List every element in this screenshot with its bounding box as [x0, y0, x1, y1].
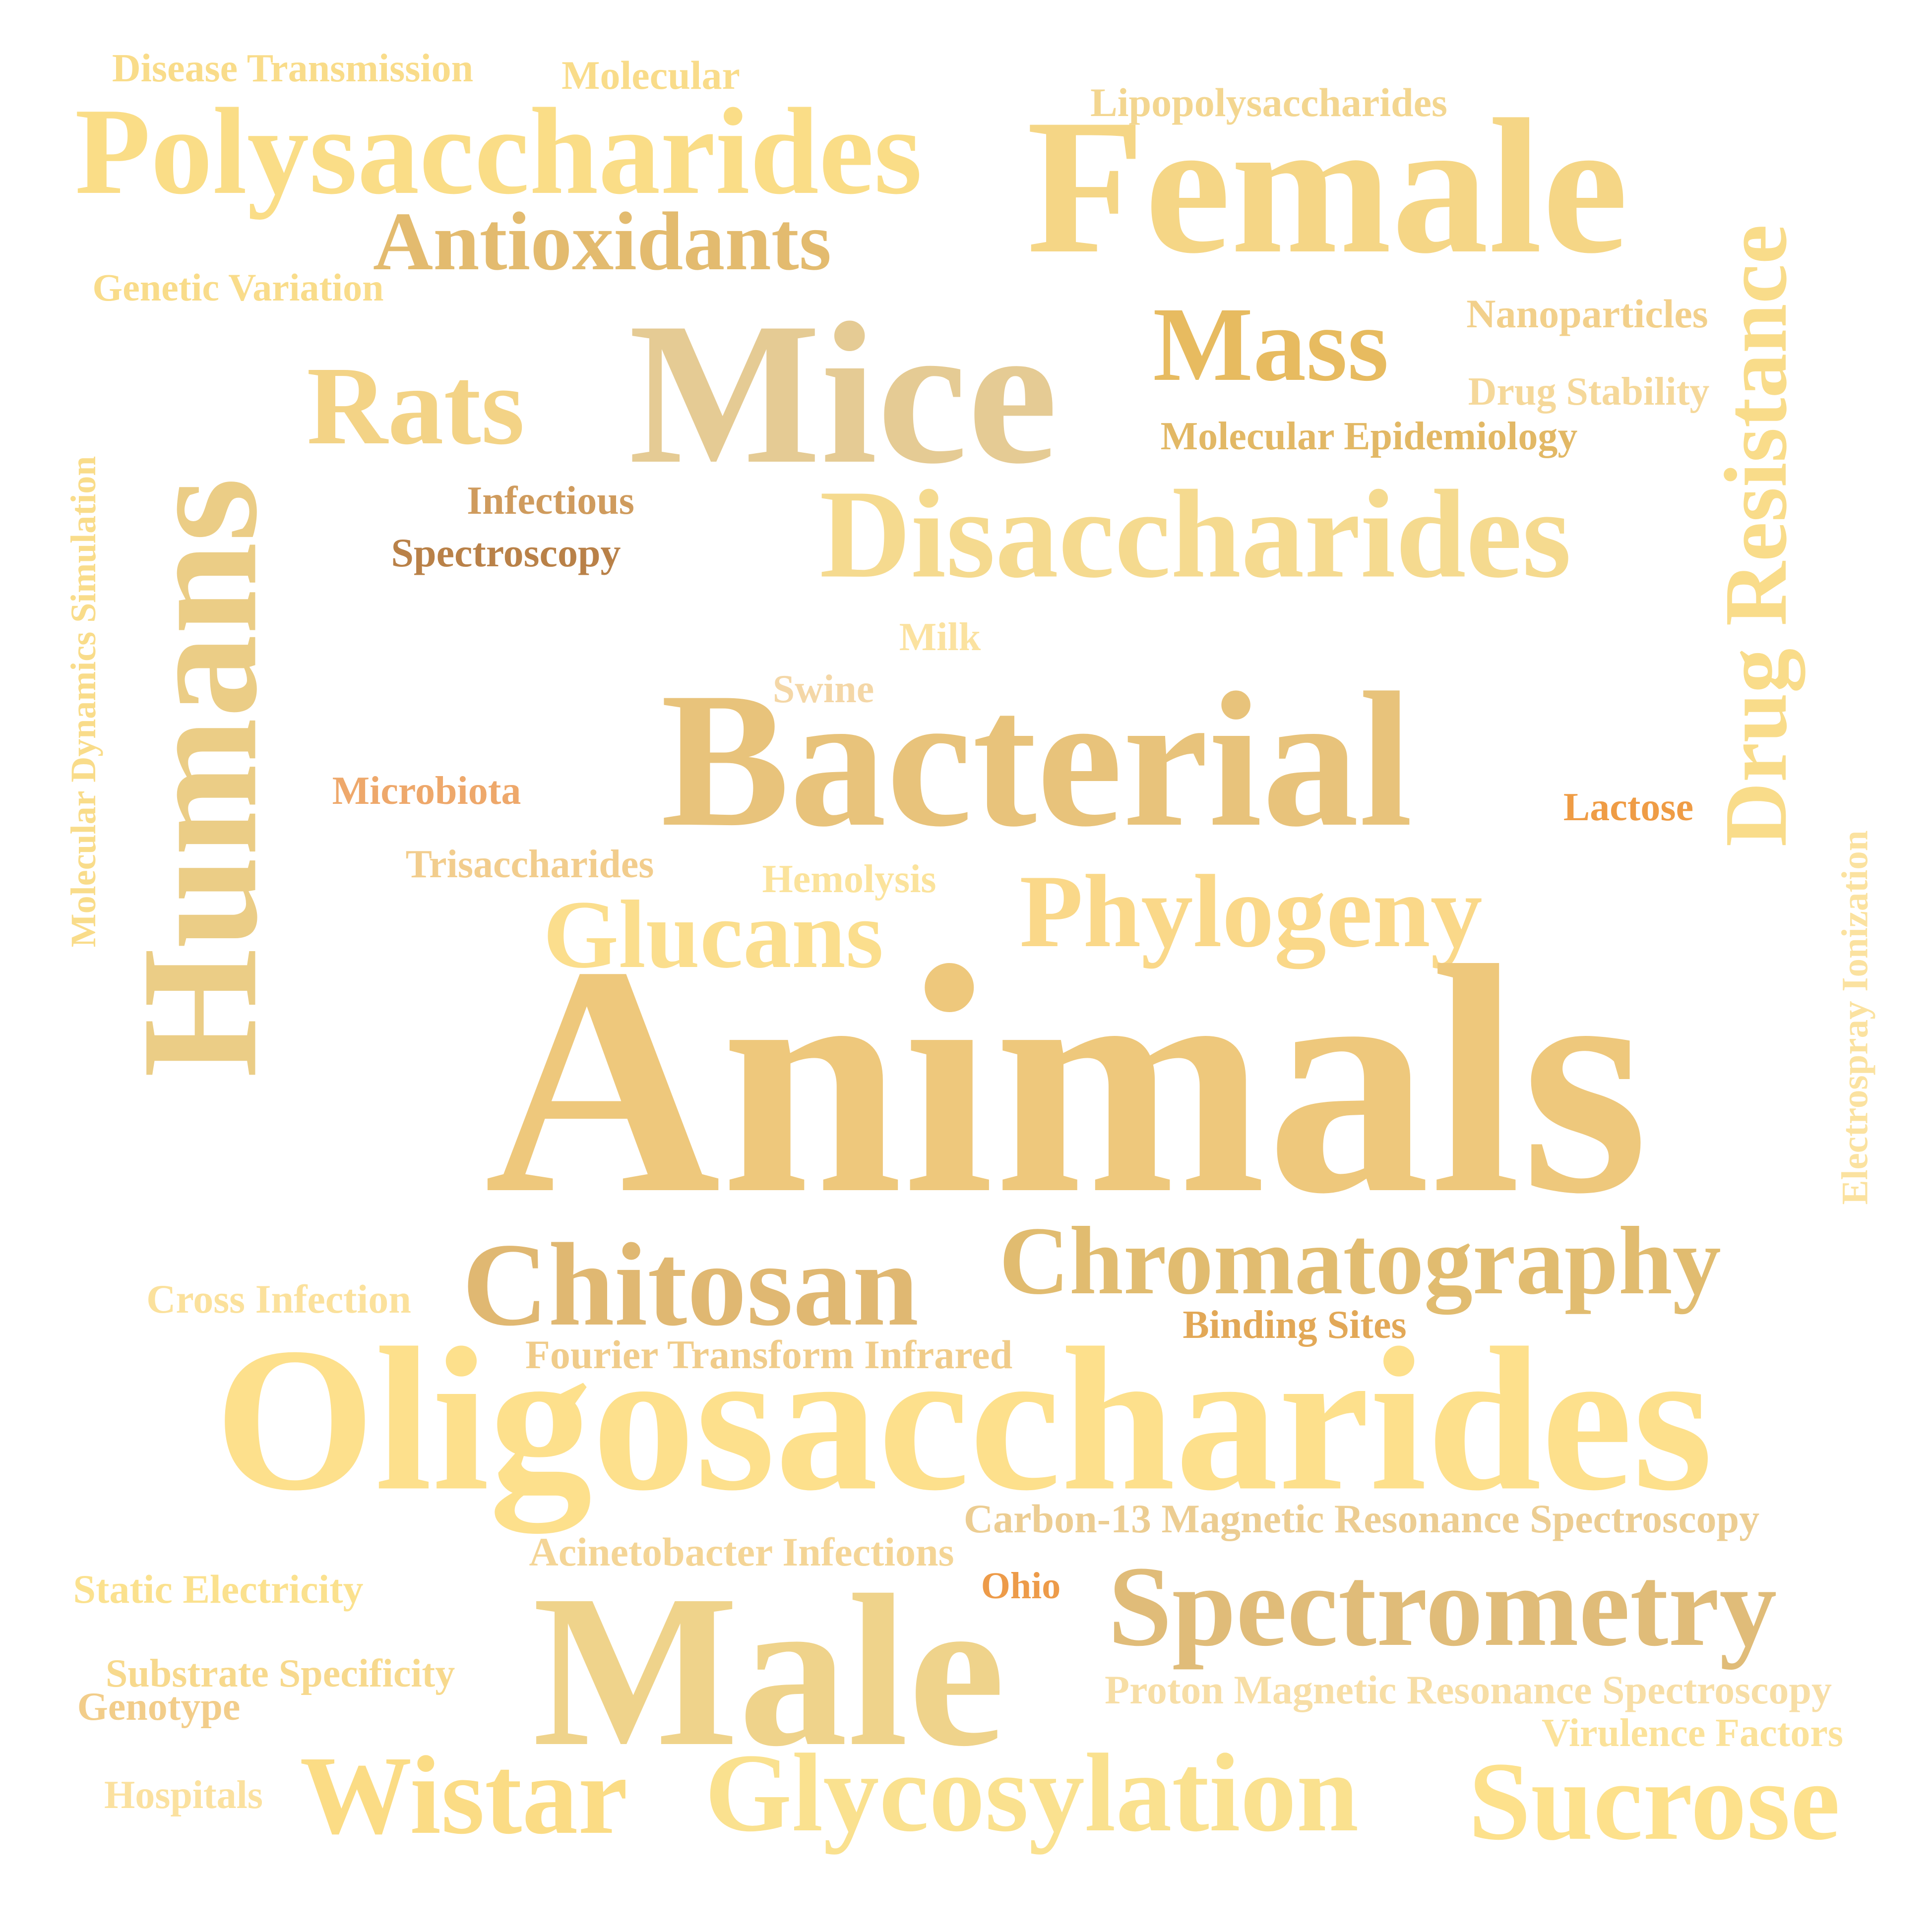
word-milk: Milk — [899, 615, 981, 659]
word-trisaccharides: Trisaccharides — [405, 843, 654, 886]
word-acinetobacter-infections: Acinetobacter Infections — [529, 1529, 954, 1574]
word-disease-transmission: Disease Transmission — [112, 47, 474, 90]
word-electrospray-ionization: Electrospray Ionization — [1834, 830, 1876, 1205]
word-genotype: Genotype — [77, 1685, 241, 1729]
word-male: Male — [532, 1550, 1005, 1792]
word-humans: Humans — [107, 477, 292, 1078]
word-bacterial: Bacterial — [660, 653, 1413, 867]
word-ohio: Ohio — [981, 1565, 1061, 1607]
word-hemolysis: Hemolysis — [762, 857, 936, 901]
word-microbiota: Microbiota — [332, 769, 521, 813]
word-disaccharides: Disaccharides — [819, 464, 1571, 604]
word-nanoparticles: Nanoparticles — [1466, 291, 1708, 336]
word-glycosylation: Glycosylation — [704, 1731, 1359, 1855]
word-phylogeny: Phylogeny — [1019, 854, 1483, 969]
word-mice: Mice — [628, 281, 1058, 506]
word-hospitals: Hospitals — [104, 1773, 263, 1817]
word-glucans: Glucans — [543, 881, 884, 988]
word-animals: Animals — [484, 899, 1649, 1261]
word-swine: Swine — [772, 667, 874, 711]
word-drug-resistance: Drug Resistance — [1706, 224, 1805, 847]
word-spectroscopy: Spectroscopy — [391, 530, 621, 575]
word-molecular-dynamics-simulation: Molecular Dynamics Simulation — [63, 456, 103, 948]
word-infectious: Infectious — [467, 479, 634, 523]
word-static-electricity: Static Electricity — [73, 1567, 364, 1612]
word-carbon-13-magnetic-resonance-spectroscopy: Carbon-13 Magnetic Resonance Spectroscop… — [963, 1496, 1760, 1541]
word-polysaccharides: Polysaccharides — [74, 83, 923, 220]
word-genetic-variation: Genetic Variation — [92, 266, 384, 309]
word-binding-sites: Binding Sites — [1183, 1303, 1407, 1347]
word-substrate-specificity: Substrate Specificity — [105, 1652, 455, 1695]
word-spectrometry: Spectrometry — [1108, 1543, 1777, 1670]
word-virulence-factors: Virulence Factors — [1542, 1711, 1843, 1755]
word-drug-stability: Drug Stability — [1468, 370, 1710, 414]
word-molecular: Molecular — [561, 53, 740, 98]
word-proton-magnetic-resonance-spectroscopy: Proton Magnetic Resonance Spectroscopy — [1105, 1667, 1832, 1712]
word-molecular-epidemiology: Molecular Epidemiology — [1160, 415, 1578, 458]
word-cross-infection: Cross Infection — [146, 1276, 411, 1322]
word-antioxidants: Antioxidants — [373, 195, 832, 288]
word-wistar: Wistar — [300, 1733, 628, 1857]
word-lactose: Lactose — [1563, 785, 1694, 829]
word-chitosan: Chitosan — [462, 1218, 919, 1350]
word-female: Female — [1026, 79, 1628, 294]
word-lipopolysaccharides: Lipopolysaccharides — [1090, 80, 1447, 125]
word-mass: Mass — [1153, 286, 1389, 403]
word-chromatography: Chromatography — [999, 1207, 1721, 1315]
word-oligosaccharides: Oligosaccharides — [214, 1305, 1713, 1533]
word-sucrose: Sucrose — [1468, 1739, 1840, 1863]
word-rats: Rats — [307, 344, 525, 468]
word-fourier-transform-infrared: Fourier Transform Infrared — [525, 1332, 1013, 1377]
